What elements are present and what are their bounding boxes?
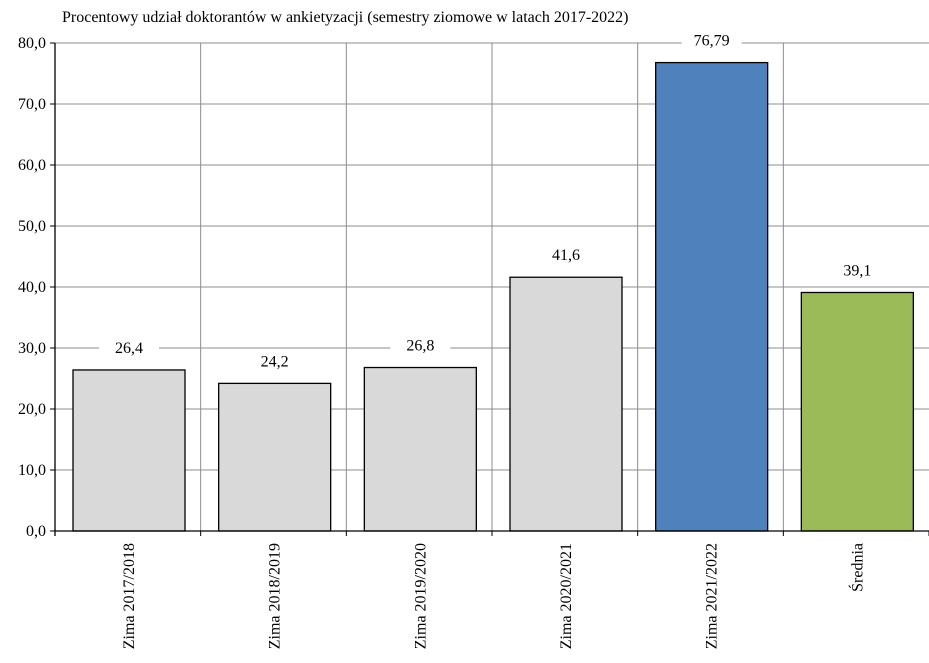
bar <box>218 382 332 532</box>
data-label-bg <box>536 247 596 266</box>
data-label: 24,2 <box>261 353 289 370</box>
bar <box>655 61 769 532</box>
bar <box>72 369 186 532</box>
x-tick-label: Zima 2018/2019 <box>267 543 284 649</box>
data-label-bg <box>99 339 159 358</box>
y-tick-label: 60,0 <box>18 157 46 174</box>
data-label: 26,4 <box>115 340 143 357</box>
bar <box>363 366 477 532</box>
chart-title: Procentowy udział doktorantów w ankietyz… <box>62 9 629 26</box>
y-tick-label: 0,0 <box>26 523 46 540</box>
data-label: 39,1 <box>843 262 871 279</box>
x-tick-label: Zima 2019/2020 <box>412 543 429 649</box>
data-label: 41,6 <box>552 247 580 264</box>
x-tick-label: Zima 2020/2021 <box>558 543 575 649</box>
x-tick-label: Zima 2021/2022 <box>704 543 721 649</box>
y-tick-label: 80,0 <box>18 35 46 52</box>
y-tick-label: 20,0 <box>18 401 46 418</box>
x-tick-label: Zima 2017/2018 <box>121 543 138 649</box>
bar <box>800 291 914 532</box>
y-tick-label: 30,0 <box>18 340 46 357</box>
y-tick-label: 70,0 <box>18 96 46 113</box>
x-tick-label: Średnia <box>847 543 866 592</box>
data-label: 76,79 <box>694 33 730 50</box>
data-label-bg <box>244 353 305 372</box>
y-tick-label: 40,0 <box>18 279 46 296</box>
data-label-bg <box>681 32 742 51</box>
data-label-bg <box>390 337 451 356</box>
y-tick-label: 50,0 <box>18 218 46 235</box>
data-label: 26,8 <box>406 338 434 355</box>
bar <box>509 276 623 532</box>
y-tick-label: 10,0 <box>18 462 46 479</box>
data-label-bg <box>827 262 888 281</box>
